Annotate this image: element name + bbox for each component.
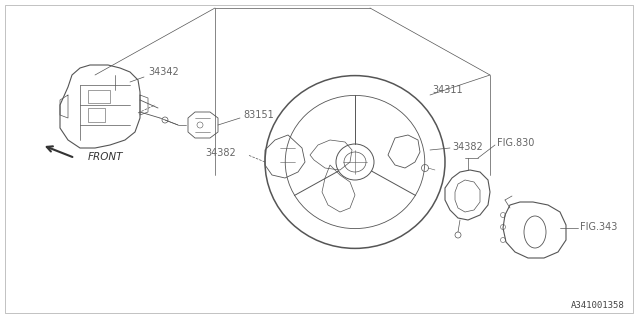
Text: FRONT: FRONT [88, 152, 124, 162]
Text: 83151: 83151 [243, 110, 274, 120]
Text: 34382: 34382 [452, 142, 483, 152]
Text: FIG.830: FIG.830 [497, 138, 534, 148]
Text: 34311: 34311 [432, 85, 463, 95]
Text: 34342: 34342 [148, 67, 179, 77]
Text: 34382: 34382 [205, 148, 236, 158]
Text: A341001358: A341001358 [572, 301, 625, 310]
Text: FIG.343: FIG.343 [580, 222, 618, 232]
